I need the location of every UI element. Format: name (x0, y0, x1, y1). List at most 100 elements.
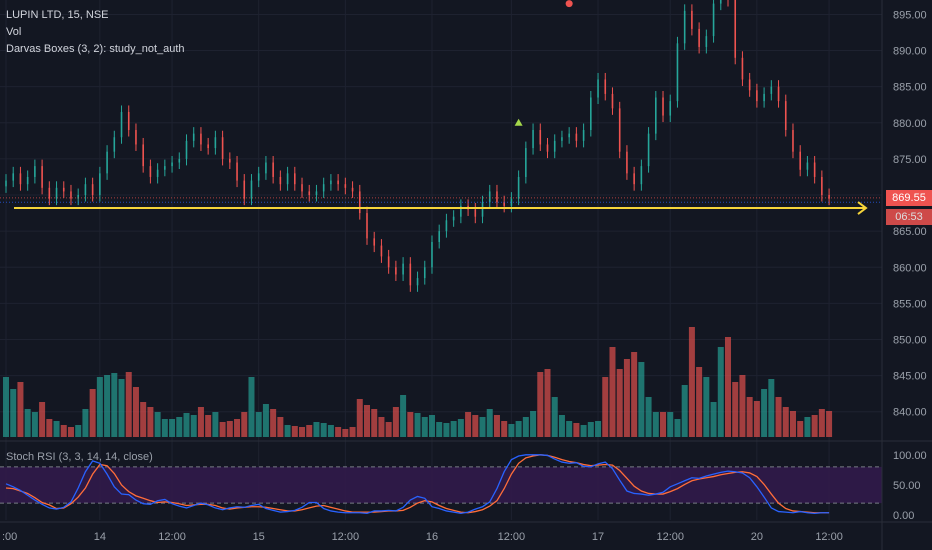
volume-bar (400, 395, 407, 437)
volume-legend[interactable]: Vol (6, 26, 22, 38)
volume-bar (436, 422, 443, 437)
candle-body (799, 151, 801, 170)
candle-body (5, 180, 7, 187)
volume-bar (789, 411, 796, 437)
volume-bar (753, 401, 760, 437)
volume-bar (96, 377, 103, 437)
volume-bar (631, 352, 638, 437)
volume-bar (241, 412, 248, 437)
volume-bar (327, 425, 334, 437)
price-axis-tick: 845.00 (893, 371, 927, 383)
volume-bar (465, 412, 472, 437)
price-axis-tick: 875.00 (893, 154, 927, 166)
candle-body (539, 130, 542, 145)
volume-bar (10, 389, 17, 437)
candle-body (322, 184, 325, 192)
candle-body (395, 267, 397, 275)
candle-body (741, 57, 744, 80)
volume-bar (515, 421, 522, 437)
volume-bar (602, 377, 609, 437)
candle-body (813, 162, 816, 177)
candle-body (120, 111, 123, 138)
volume-bar (284, 425, 291, 437)
candle-body (568, 133, 570, 138)
volume-bar (739, 375, 746, 437)
candle-body (452, 216, 455, 221)
candle-body (178, 158, 181, 163)
candle-body (55, 187, 58, 199)
candle-body (705, 36, 708, 47)
volume-bar (75, 425, 82, 437)
volume-bar (140, 402, 147, 437)
stoch-rsi-legend[interactable]: Stoch RSI (3, 3, 14, 14, close) (6, 451, 153, 463)
trend-line-arrow-icon (857, 201, 868, 215)
volume-bar (544, 369, 551, 437)
candle-body (770, 86, 773, 94)
candle-body (351, 187, 354, 192)
candle-body (669, 101, 672, 116)
candle-body (214, 137, 217, 149)
volume-bar (616, 369, 623, 437)
candle-body (481, 202, 484, 217)
candle-body (135, 130, 137, 145)
volume-bar (450, 421, 457, 437)
candle-body (416, 278, 419, 286)
volume-bar (761, 389, 768, 437)
volume-bar (667, 412, 674, 437)
candle-body (719, 0, 722, 4)
volume-bar (407, 412, 414, 437)
volume-bar (573, 423, 580, 437)
candle-body (821, 176, 823, 196)
candle-body (279, 176, 282, 185)
time-axis-tick: 16 (426, 531, 438, 543)
candle-body (62, 187, 65, 192)
candle-body (763, 93, 765, 102)
candle-body (243, 180, 246, 199)
volume-bar (39, 402, 46, 437)
volume-bar (804, 417, 811, 437)
candle-body (265, 162, 267, 174)
volume-bar (31, 412, 38, 437)
time-axis-tick: 14 (94, 531, 106, 543)
candle-body (756, 90, 758, 102)
candle-body (387, 256, 390, 268)
price-axis-tick: 890.00 (893, 46, 927, 58)
volume-bar (169, 419, 176, 437)
candle-body (517, 176, 520, 199)
time-axis-tick: 12:00 (158, 531, 186, 543)
candle-body (532, 130, 534, 149)
candle-body (503, 202, 505, 206)
volume-bar (111, 373, 118, 437)
candle-body (712, 3, 715, 37)
volume-bar (392, 407, 399, 437)
volume-bar (508, 424, 515, 437)
candle-body (618, 108, 621, 152)
candle-body (171, 162, 173, 167)
candle-body (590, 97, 592, 131)
darvas-legend[interactable]: Darvas Boxes (3, 2): study_not_auth (6, 43, 185, 55)
volume-bar (486, 409, 493, 437)
symbol-legend[interactable]: LUPIN LTD, 15, NSE (6, 9, 109, 21)
candle-body (308, 191, 311, 196)
candle-body (784, 101, 787, 131)
stoch-rsi-axis-tick: 0.00 (893, 510, 914, 522)
volume-bar (688, 327, 695, 437)
candle-body (806, 162, 809, 170)
candle-body (19, 173, 22, 185)
volume-bar (797, 421, 804, 437)
candle-body (597, 79, 599, 98)
candle-body (84, 184, 87, 196)
candle-body (647, 133, 650, 167)
volume-bar (349, 427, 356, 437)
candle-body (301, 184, 303, 192)
candle-body (553, 140, 556, 152)
candle-body (192, 133, 195, 141)
candle-body (257, 173, 260, 181)
candle-body (676, 43, 679, 102)
volume-bar (89, 389, 96, 437)
candle-body (221, 137, 224, 159)
candle-body (575, 133, 578, 141)
candle-body (164, 166, 166, 170)
volume-bar (443, 423, 450, 437)
